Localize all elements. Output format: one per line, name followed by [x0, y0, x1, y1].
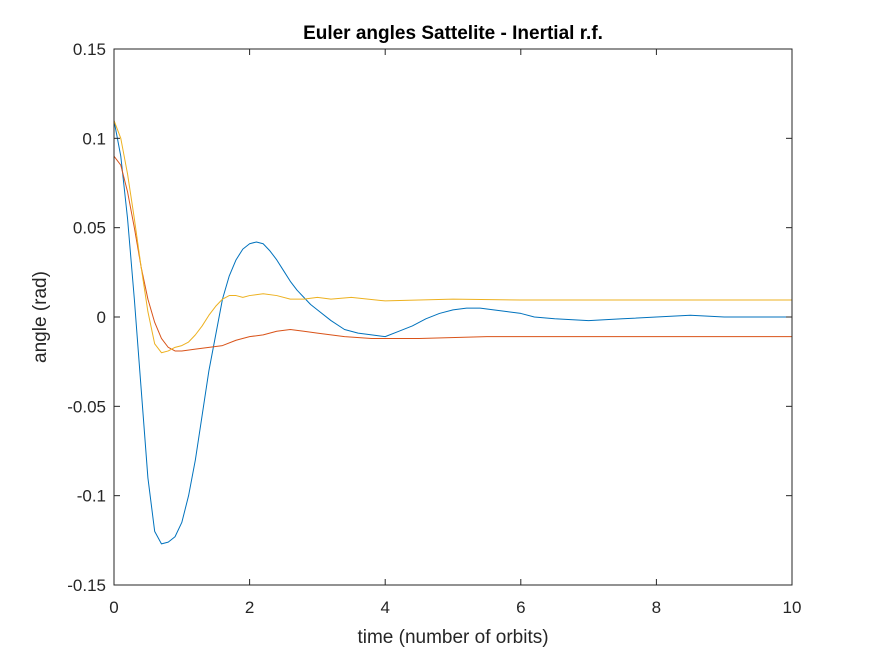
y-axis-label: angle (rad) [30, 271, 51, 363]
x-tick-label: 8 [652, 598, 661, 617]
x-ticks: 0 2 4 6 8 10 [109, 49, 801, 617]
x-tick-label: 4 [380, 598, 389, 617]
x-tick-label: 10 [783, 598, 802, 617]
y-tick-label: 0.15 [73, 40, 106, 59]
y-tick-label: -0.15 [67, 576, 106, 595]
series-layer [113, 120, 792, 545]
series-line-2 [113, 155, 792, 352]
y-tick-label: 0.05 [73, 219, 106, 238]
x-tick-label: 2 [245, 598, 254, 617]
y-tick-label: -0.05 [67, 397, 106, 416]
x-axis-label: time (number of orbits) [357, 627, 548, 648]
y-ticks: -0.15 -0.1 -0.05 0 0.05 0.1 0.15 [67, 40, 792, 595]
y-tick-label: 0.1 [82, 129, 106, 148]
chart-title: Euler angles Sattelite - Inertial r.f. [303, 23, 603, 44]
x-tick-label: 6 [516, 598, 525, 617]
x-tick-label: 0 [109, 598, 118, 617]
plot-area [114, 49, 792, 585]
y-tick-label: 0 [97, 308, 106, 327]
series-line-3 [113, 120, 792, 354]
series-line-1 [113, 120, 792, 545]
y-tick-label: -0.1 [77, 487, 106, 506]
